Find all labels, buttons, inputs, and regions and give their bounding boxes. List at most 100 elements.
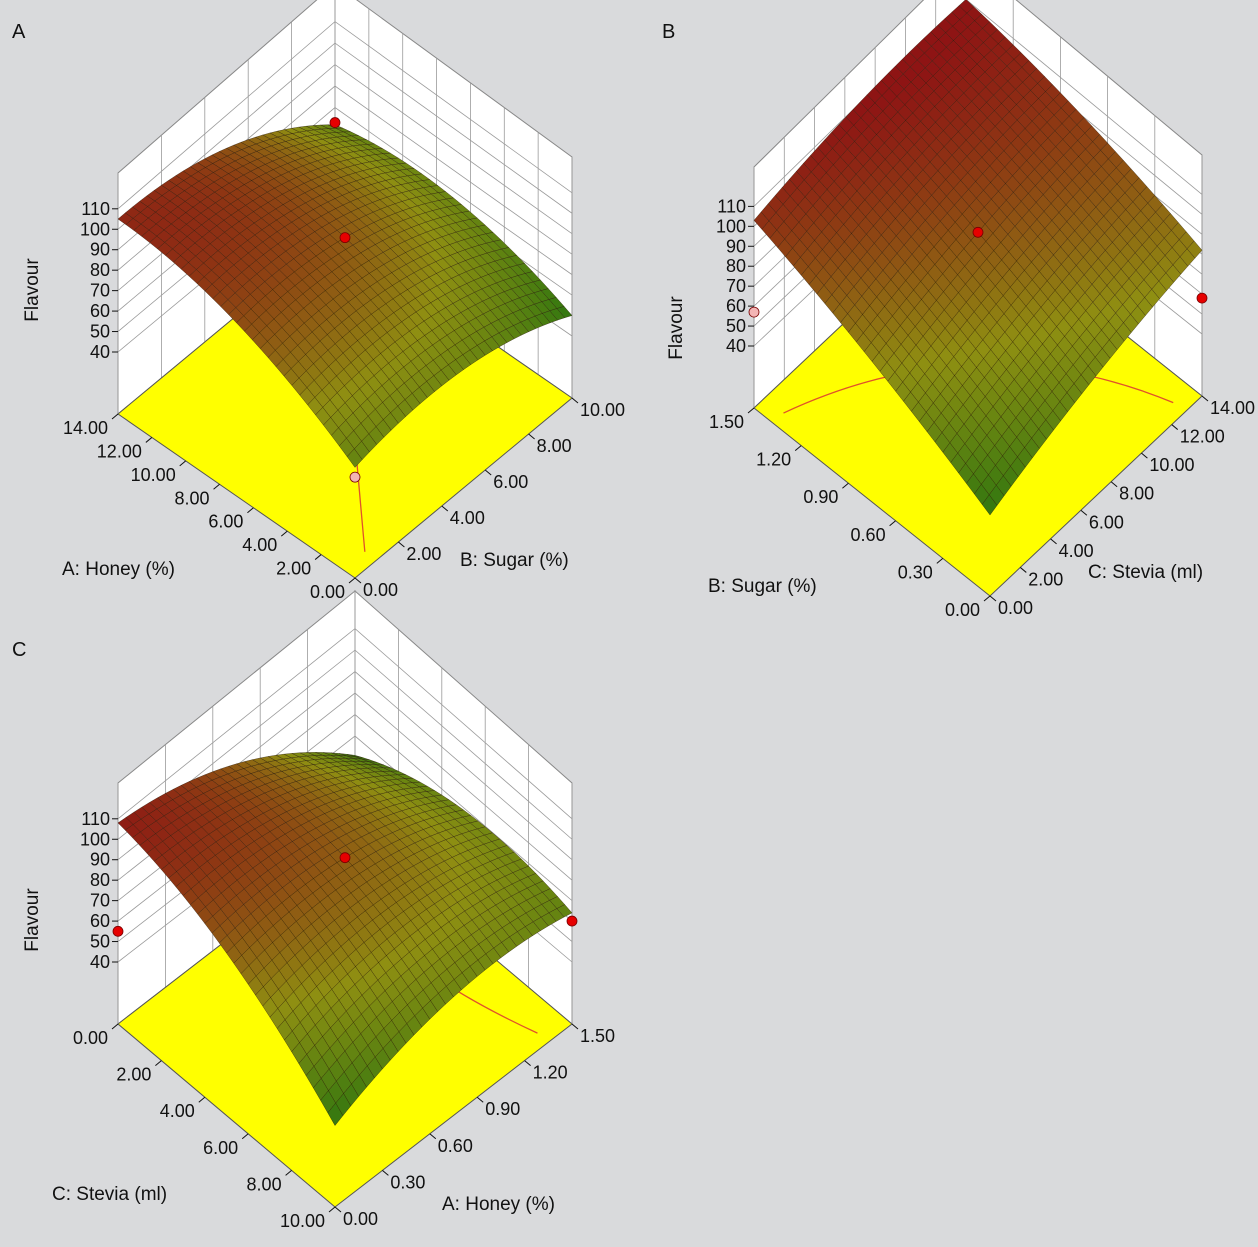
y-tick-mark (280, 530, 288, 537)
design-point (972, 226, 984, 238)
axes (111, 208, 579, 584)
design-point (339, 852, 351, 864)
panel-label: A (12, 21, 26, 43)
design-point (1196, 292, 1208, 304)
design-point (339, 232, 351, 244)
response-surface (117, 752, 573, 1126)
x-tick-mark (476, 1096, 484, 1103)
z-tick-label: 110 (717, 196, 746, 216)
z-tick-label: 40 (90, 342, 110, 362)
y-tick-label: 10.00 (131, 465, 176, 485)
y-tick-label: 10.00 (280, 1211, 325, 1231)
response-surface (117, 124, 573, 468)
x-tick-mark (334, 1206, 342, 1213)
y-tick-mark (111, 413, 119, 420)
response-surface (753, 0, 1203, 516)
z-tick-label: 40 (726, 336, 746, 356)
right-axis-label: A: Honey (%) (442, 1194, 555, 1215)
design-point (349, 471, 361, 483)
z-tick-label: 50 (726, 316, 746, 336)
y-tick-label: 14.00 (63, 418, 108, 438)
y-tick-label: 8.00 (175, 488, 210, 508)
x-tick-mark (1019, 567, 1027, 573)
x-tick-mark (571, 397, 579, 404)
z-tick-label: 40 (90, 952, 110, 972)
x-tick-mark (398, 541, 405, 548)
y-tick-mark (348, 577, 356, 584)
y-tick-label: 0.30 (898, 562, 933, 582)
y-tick-mark (155, 1060, 162, 1066)
x-tick-label: 4.00 (1059, 541, 1094, 561)
y-tick-label: 12.00 (97, 441, 142, 461)
x-tick-mark (524, 1060, 531, 1066)
x-tick-label: 0.00 (363, 580, 398, 600)
y-tick-mark (145, 437, 153, 443)
x-tick-mark (989, 595, 997, 602)
x-tick-mark (1201, 395, 1209, 402)
surface-cell (981, 494, 998, 516)
x-tick-mark (1080, 509, 1088, 516)
x-tick-mark (484, 469, 492, 476)
z-tick-label: 110 (81, 199, 110, 219)
x-tick-label: 12.00 (1180, 427, 1225, 447)
y-tick-mark (179, 460, 187, 467)
x-tick-label: 0.30 (390, 1172, 425, 1192)
x-tick-label: 8.00 (1119, 484, 1154, 504)
design-point (329, 117, 341, 128)
x-tick-label: 10.00 (580, 400, 625, 420)
x-tick-label: 1.50 (580, 1026, 615, 1046)
x-tick-mark (528, 433, 535, 440)
z-tick-label: 60 (726, 296, 746, 316)
z-tick-label: 60 (90, 301, 110, 321)
y-tick-label: 1.20 (756, 450, 791, 470)
x-tick-label: 0.60 (438, 1136, 473, 1156)
z-tick-label: 90 (90, 850, 110, 870)
z-tick-label: 80 (726, 256, 746, 276)
y-tick-label: 4.00 (160, 1101, 195, 1121)
design-point (566, 915, 578, 927)
right-axis-label: B: Sugar (%) (460, 550, 569, 571)
y-tick-mark (794, 445, 802, 451)
y-tick-label: 0.60 (851, 525, 886, 545)
y-tick-label: 0.90 (803, 487, 838, 507)
y-tick-mark (889, 520, 896, 527)
y-tick-label: 1.50 (709, 412, 744, 432)
y-tick-mark (213, 483, 220, 490)
y-tick-mark (936, 558, 944, 564)
y-tick-mark (247, 507, 254, 514)
z-tick-label: 70 (90, 281, 110, 301)
z-tick-label: 100 (716, 216, 746, 236)
y-tick-mark (842, 482, 849, 489)
y-tick-label: 0.00 (945, 600, 980, 620)
y-tick-mark (314, 554, 322, 560)
y-tick-label: 6.00 (208, 512, 243, 532)
y-tick-label: 4.00 (242, 535, 277, 555)
design-point (748, 306, 760, 318)
z-axis-label: Flavour (22, 258, 43, 322)
z-tick-label: 80 (90, 260, 110, 280)
y-tick-mark (285, 1170, 292, 1176)
x-tick-mark (1050, 538, 1057, 545)
x-tick-label: 8.00 (537, 436, 572, 456)
y-tick-label: 8.00 (247, 1174, 282, 1194)
axes (747, 205, 1209, 602)
y-tick-label: 0.00 (73, 1028, 108, 1048)
panel-label: B (662, 21, 675, 43)
z-tick-label: 80 (90, 870, 110, 890)
left-axis-label: C: Stevia (ml) (52, 1184, 167, 1205)
design-point (112, 925, 124, 937)
z-tick-label: 70 (726, 276, 746, 296)
z-tick-label: 110 (81, 809, 110, 829)
z-tick-label: 60 (90, 911, 110, 931)
z-tick-label: 100 (80, 219, 110, 239)
x-tick-mark (441, 505, 449, 512)
z-tick-label: 50 (90, 932, 110, 952)
x-tick-mark (1110, 481, 1118, 488)
left-axis-label: A: Honey (%) (62, 559, 175, 580)
z-tick-label: 90 (726, 236, 746, 256)
axes (111, 818, 579, 1213)
